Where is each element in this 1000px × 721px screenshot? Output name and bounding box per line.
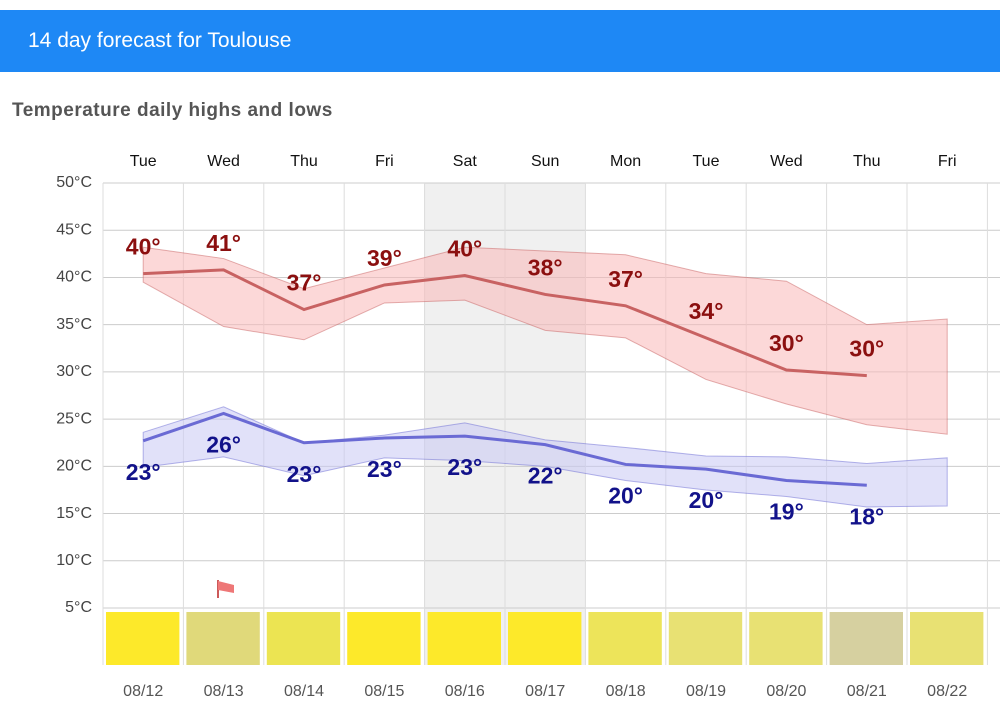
- condition-box: [347, 612, 421, 665]
- data-label: 22°: [528, 463, 563, 489]
- data-label: 18°: [849, 503, 884, 529]
- condition-box: [508, 612, 582, 665]
- date-label: 08/22: [927, 683, 967, 700]
- day-label: Fri: [938, 153, 957, 170]
- y-tick-label: 50°C: [56, 174, 92, 191]
- condition-box: [749, 612, 823, 665]
- data-label: 20°: [608, 483, 643, 509]
- chart-title: Temperature daily highs and lows: [12, 100, 333, 121]
- data-label: 40°: [447, 236, 482, 262]
- temperature-line: [143, 268, 867, 378]
- date-label: 08/19: [686, 683, 726, 700]
- y-tick-label: 35°C: [56, 316, 92, 333]
- range-band: [142, 246, 948, 435]
- condition-box: [106, 612, 180, 665]
- data-label: 40°: [126, 234, 161, 260]
- data-label: 23°: [367, 456, 402, 482]
- data-label: 30°: [849, 336, 884, 362]
- data-label: 19°: [769, 499, 804, 525]
- data-label: 38°: [528, 255, 563, 281]
- condition-box: [829, 612, 903, 665]
- date-label: 08/16: [445, 683, 485, 700]
- day-label: Mon: [610, 153, 641, 170]
- data-label: 41°: [206, 230, 241, 256]
- data-label: 23°: [447, 454, 482, 480]
- y-tick-label: 40°C: [56, 269, 92, 286]
- data-label: 26°: [206, 432, 241, 458]
- condition-box: [910, 612, 984, 665]
- day-label: Thu: [853, 153, 881, 170]
- wind-icon: [217, 580, 234, 598]
- data-label: 30°: [769, 330, 804, 356]
- day-label: Tue: [130, 153, 157, 170]
- date-label: 08/18: [606, 683, 646, 700]
- day-label: Wed: [770, 153, 803, 170]
- day-label: Tue: [693, 153, 720, 170]
- day-label: Sat: [453, 153, 478, 170]
- condition-box: [427, 612, 501, 665]
- data-label: 39°: [367, 245, 402, 271]
- day-label: Fri: [375, 153, 394, 170]
- data-label: 23°: [287, 461, 322, 487]
- data-label: 23°: [126, 459, 161, 485]
- condition-box: [668, 612, 743, 665]
- temperature-line: [142, 411, 867, 487]
- condition-box: [266, 612, 341, 665]
- data-label: 37°: [287, 270, 322, 296]
- date-label: 08/21: [847, 683, 887, 700]
- y-tick-label: 10°C: [56, 552, 92, 569]
- y-tick-label: 45°C: [56, 221, 92, 238]
- y-tick-label: 30°C: [56, 363, 92, 380]
- date-label: 08/15: [364, 683, 404, 700]
- y-tick-label: 25°C: [56, 410, 92, 427]
- condition-box: [588, 612, 662, 665]
- day-label: Sun: [531, 153, 559, 170]
- data-label: 20°: [689, 487, 724, 513]
- condition-box: [186, 612, 260, 665]
- date-label: 08/12: [123, 683, 163, 700]
- y-tick-label: 15°C: [56, 505, 92, 522]
- date-label: 08/13: [204, 683, 244, 700]
- date-label: 08/20: [766, 683, 806, 700]
- data-label: 34°: [689, 298, 724, 324]
- header: 14 day forecast for Toulouse: [0, 10, 1000, 72]
- y-tick-label: 5°C: [65, 599, 92, 616]
- y-tick-label: 20°C: [56, 458, 92, 475]
- day-label: Thu: [290, 153, 318, 170]
- day-label: Wed: [207, 153, 240, 170]
- date-label: 08/17: [525, 683, 565, 700]
- data-label: 37°: [608, 266, 643, 292]
- date-label: 08/14: [284, 683, 324, 700]
- range-band: [142, 406, 948, 508]
